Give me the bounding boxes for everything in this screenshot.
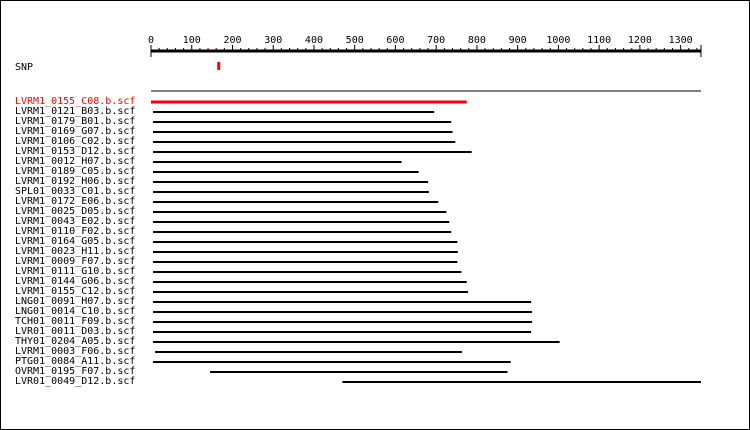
- axis-tick-label: 200: [223, 35, 241, 46]
- read-label[interactable]: PTG01_0084_A11.b.scf: [15, 356, 135, 367]
- read-label[interactable]: LVRM1_0003_F06.b.scf: [15, 346, 135, 357]
- read-label[interactable]: OVRM1_0195_F07.b.scf: [15, 366, 135, 377]
- read-label[interactable]: LNG01_0091_H07.b.scf: [15, 296, 135, 307]
- read-label[interactable]: LVRM1_0023_H11.b.scf: [15, 246, 135, 257]
- axis-tick-label: 800: [468, 35, 486, 46]
- read-row: LVRM1_0179_B01.b.scf: [15, 116, 452, 127]
- read-row: LVRM1_0153_D12.b.scf: [15, 146, 472, 157]
- read-row: LVRM1_0172_E06.b.scf: [15, 196, 439, 207]
- axis-tick-label: 0: [148, 35, 154, 46]
- read-row: LVRM1_0121_B03.b.scf: [15, 106, 435, 117]
- read-row: LVRM1_0106_C02.b.scf: [15, 136, 456, 147]
- read-label[interactable]: LVRM1_0043_E02.b.scf: [15, 216, 135, 227]
- read-label[interactable]: LVRM1_0164_G05.b.scf: [15, 236, 135, 247]
- read-row: LVRM1_0144_G06.b.scf: [15, 276, 467, 287]
- read-row: OVRM1_0195_F07.b.scf: [15, 366, 508, 377]
- read-label[interactable]: LVR01_0011_D03.b.scf: [15, 326, 135, 337]
- read-row: LVRM1_0169_G07.b.scf: [15, 126, 453, 137]
- read-label[interactable]: LVRM1_0025_D05.b.scf: [15, 206, 135, 217]
- read-row: LVRM1_0111_G10.b.scf: [15, 266, 462, 277]
- read-row: LVRM1_0012_H07.b.scf: [15, 156, 402, 167]
- read-row: LVRM1_0110_F02.b.scf: [15, 226, 452, 237]
- read-row: LNG01_0014_C10.b.scf: [15, 306, 532, 317]
- read-label[interactable]: LVRM1_0155_C12.b.scf: [15, 286, 135, 297]
- axis-tick-label: 400: [305, 35, 323, 46]
- read-row: LVRM1_0003_F06.b.scf: [15, 346, 462, 357]
- read-label[interactable]: THY01_0204_A05.b.scf: [15, 336, 135, 347]
- read-row: LVRM1_0189_C05.b.scf: [15, 166, 419, 177]
- read-label[interactable]: LVRM1_0192_H06.b.scf: [15, 176, 135, 187]
- axis-tick-label: 300: [264, 35, 282, 46]
- read-label[interactable]: LVR01_0049_D12.b.scf: [15, 376, 135, 387]
- read-row: PTG01_0084_A11.b.scf: [15, 356, 511, 367]
- read-row: LVR01_0011_D03.b.scf: [15, 326, 532, 337]
- snp-marker: [217, 62, 221, 70]
- read-label[interactable]: LVRM1_0189_C05.b.scf: [15, 166, 135, 177]
- read-row: LVRM1_0023_H11.b.scf: [15, 246, 458, 257]
- read-label[interactable]: LVRM1_0110_F02.b.scf: [15, 226, 135, 237]
- read-row: LVRM1_0155_C12.b.scf: [15, 286, 468, 297]
- read-row: LVRM1_0155_C08.b.scf: [15, 96, 467, 107]
- read-row: SPL01_0033_C01.b.scf: [15, 186, 429, 197]
- read-label[interactable]: LVRM1_0106_C02.b.scf: [15, 136, 135, 147]
- read-label[interactable]: TCH01_0011_F09.b.scf: [15, 316, 135, 327]
- read-row: TCH01_0011_F09.b.scf: [15, 316, 532, 327]
- read-row: LVR01_0049_D12.b.scf: [15, 376, 701, 387]
- read-row: LVRM1_0043_E02.b.scf: [15, 216, 450, 227]
- read-label[interactable]: LVRM1_0153_D12.b.scf: [15, 146, 135, 157]
- read-row: LVRM1_0025_D05.b.scf: [15, 206, 447, 217]
- read-row: LVRM1_0009_F07.b.scf: [15, 256, 458, 267]
- read-row: LVRM1_0164_G05.b.scf: [15, 236, 458, 247]
- axis-tick-label: 1100: [587, 35, 611, 46]
- read-label[interactable]: LVRM1_0179_B01.b.scf: [15, 116, 135, 127]
- snp-track: SNP: [15, 62, 221, 73]
- read-row: LNG01_0091_H07.b.scf: [15, 296, 532, 307]
- read-row: LVRM1_0192_H06.b.scf: [15, 176, 429, 187]
- read-label[interactable]: LVRM1_0121_B03.b.scf: [15, 106, 135, 117]
- read-label[interactable]: LVRM1_0169_G07.b.scf: [15, 126, 135, 137]
- axis-tick-label: 900: [509, 35, 527, 46]
- read-label[interactable]: LVRM1_0144_G06.b.scf: [15, 276, 135, 287]
- read-label[interactable]: LNG01_0014_C10.b.scf: [15, 306, 135, 317]
- read-list: LVRM1_0155_C08.b.scfLVRM1_0121_B03.b.scf…: [15, 96, 701, 387]
- axis-tick-label: 1300: [669, 35, 693, 46]
- axis-tick-label: 500: [346, 35, 364, 46]
- read-label[interactable]: LVRM1_0009_F07.b.scf: [15, 256, 135, 267]
- read-label[interactable]: LVRM1_0111_G10.b.scf: [15, 266, 135, 277]
- position-axis: 0 100 200 300 400 500 600 700 800 900 1000 1100 1200…: [148, 35, 702, 57]
- axis-tick-label: 100: [183, 35, 201, 46]
- axis-tick-label: 600: [386, 35, 404, 46]
- read-label[interactable]: SPL01_0033_C01.b.scf: [15, 186, 135, 197]
- axis-tick-label: 1200: [628, 35, 652, 46]
- read-label[interactable]: LVRM1_0155_C08.b.scf: [15, 96, 135, 107]
- read-label[interactable]: LVRM1_0012_H07.b.scf: [15, 156, 135, 167]
- axis-tick-label: 1000: [546, 35, 570, 46]
- snp-track-label: SNP: [15, 62, 33, 73]
- read-row: THY01_0204_A05.b.scf: [15, 336, 560, 347]
- read-label[interactable]: LVRM1_0172_E06.b.scf: [15, 196, 135, 207]
- axis-tick-label: 700: [427, 35, 445, 46]
